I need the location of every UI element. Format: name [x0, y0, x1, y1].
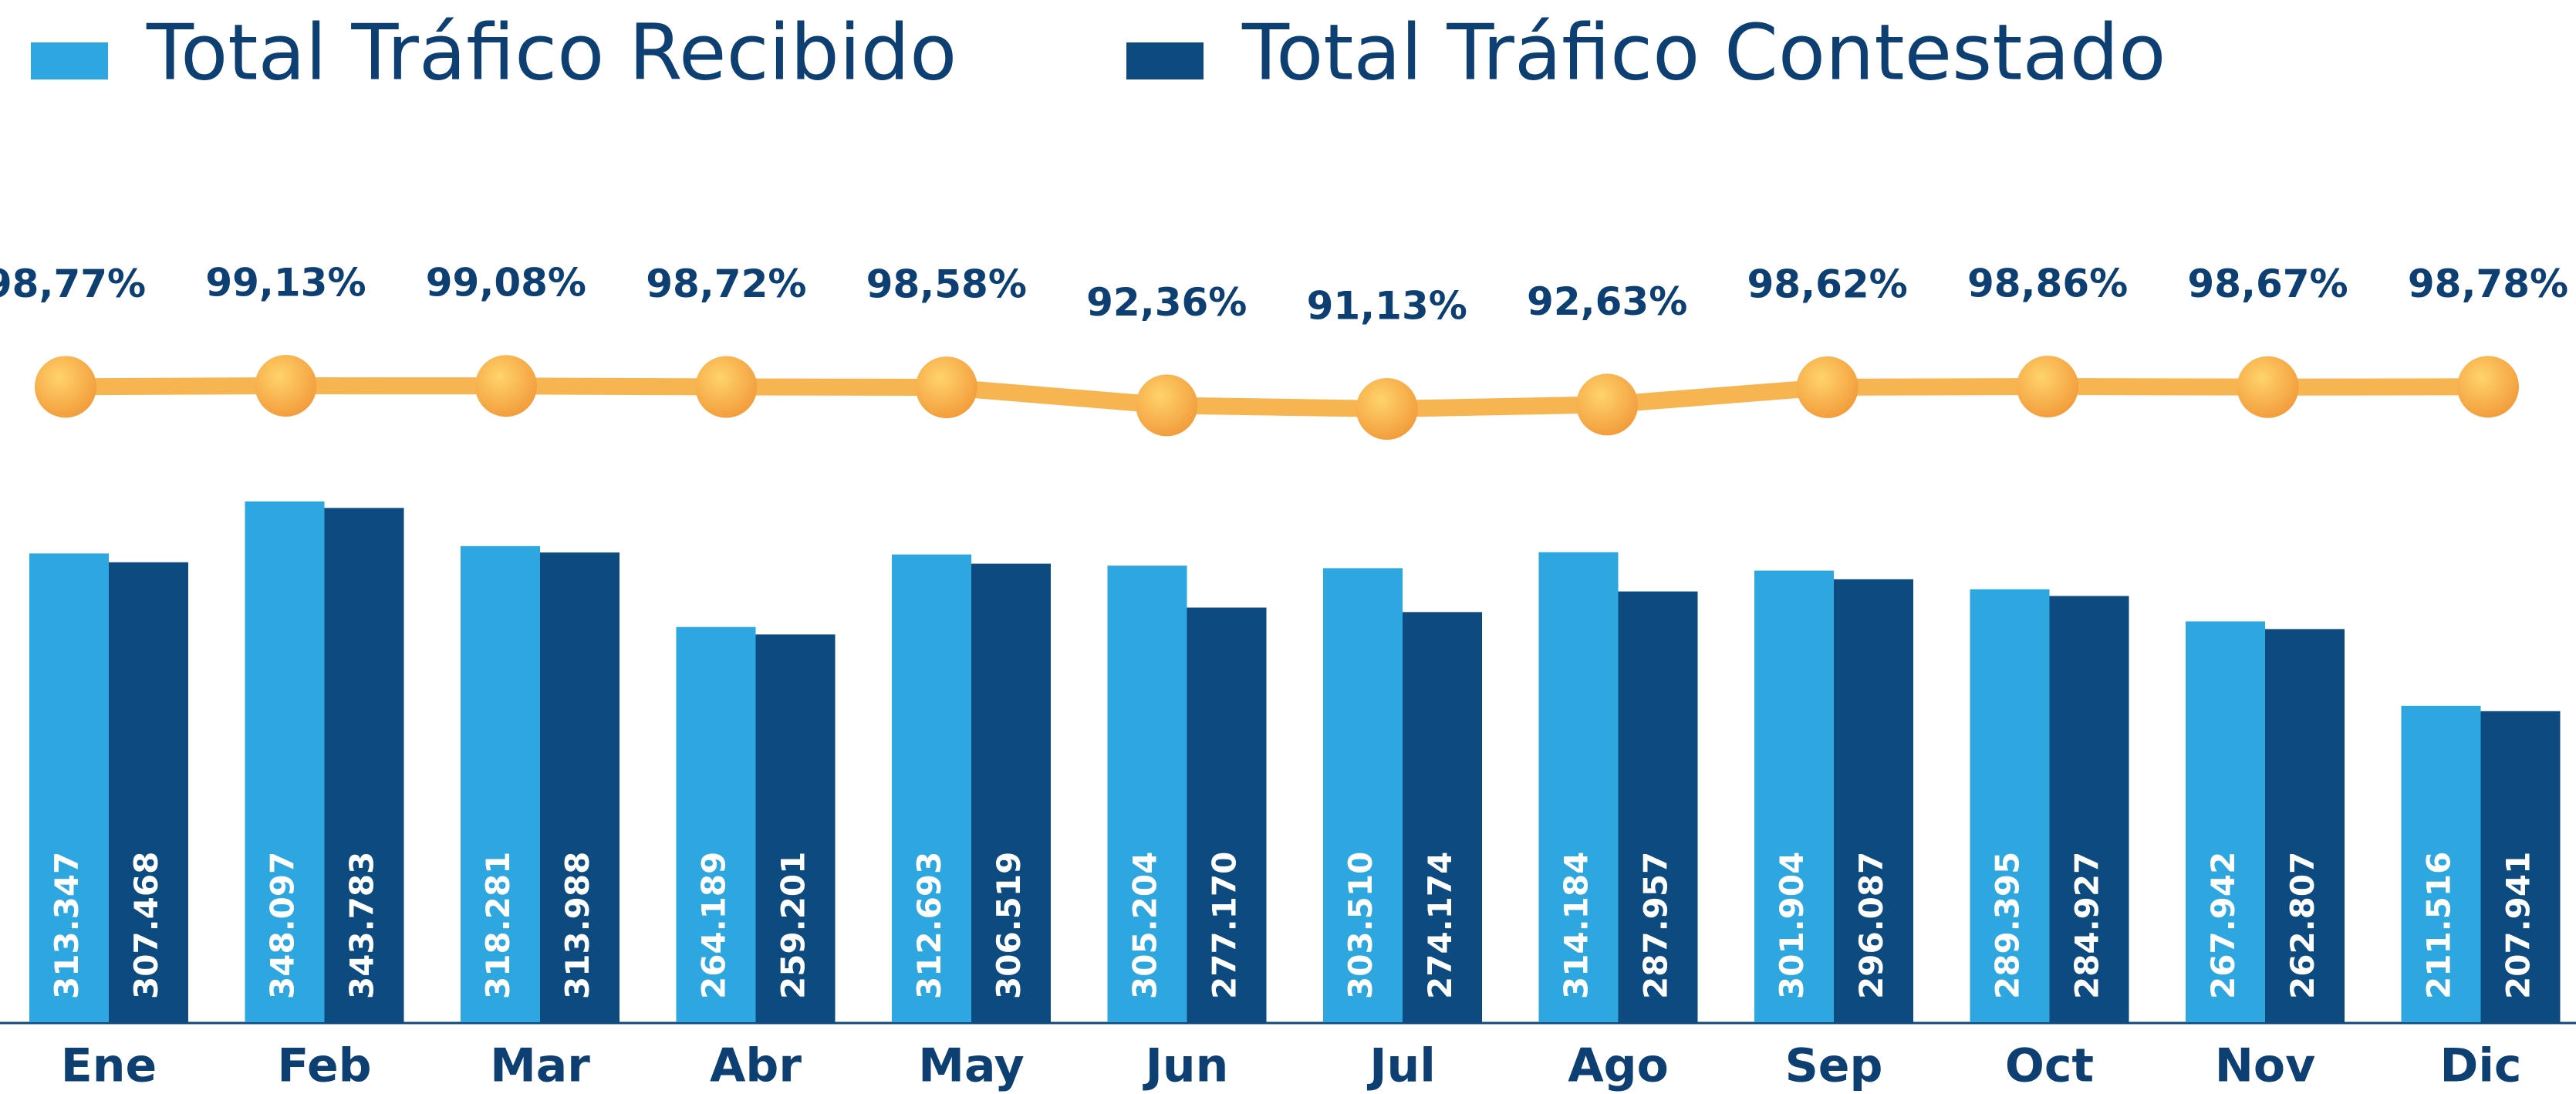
line-marker [915, 356, 977, 419]
bar [971, 563, 1051, 1022]
line-value-label: 98,67% [2187, 262, 2348, 306]
legend-label: Total Tráfico Recibido [146, 7, 957, 97]
x-tick-label: Mar [490, 1039, 590, 1093]
line-marker [35, 356, 96, 418]
line-marker [1136, 374, 1198, 437]
bar [1970, 589, 2050, 1022]
bar [1834, 579, 1913, 1022]
bar-value-label: 301.904 [1773, 852, 1811, 999]
bar-value-label: 284.927 [2068, 852, 2106, 999]
bar [1107, 566, 1187, 1022]
bar [245, 501, 325, 1022]
line-marker [2237, 356, 2299, 418]
bar [540, 552, 620, 1022]
line-marker [695, 356, 758, 418]
bar [29, 553, 109, 1022]
bar-value-label: 307.468 [127, 852, 165, 999]
x-tick-label: Jun [1143, 1039, 1229, 1093]
line [65, 377, 2489, 417]
bar-value-label: 306.519 [990, 852, 1028, 999]
x-tick-label: Jul [1366, 1039, 1436, 1093]
bar-value-label: 277.170 [1206, 852, 1244, 999]
line-value-label: 92,63% [1527, 279, 1687, 324]
line-marker [2457, 356, 2519, 418]
bar [676, 626, 756, 1022]
bar [1618, 591, 1698, 1022]
bar-value-label: 211.516 [2420, 852, 2458, 999]
bar [1187, 607, 1267, 1022]
line-value-label: 99,13% [205, 261, 366, 306]
bar-value-label: 262.807 [2284, 852, 2321, 999]
bar [2480, 711, 2561, 1022]
line-value-label: 92,36% [1086, 280, 1247, 325]
bar-value-label: 289.395 [1989, 852, 2027, 999]
bar [1403, 612, 1482, 1022]
bar-value-label: 259.201 [775, 852, 812, 999]
line-marker [474, 355, 537, 417]
bar-value-label: 287.957 [1637, 852, 1675, 999]
bar-value-label: 303.510 [1342, 852, 1379, 999]
line-marker [255, 355, 317, 417]
line-value-label: 98,86% [1967, 262, 2128, 306]
line-value-label: 98,77% [0, 262, 146, 306]
bar-value-label: 274.174 [1421, 852, 1459, 999]
bar-value-label: 207.941 [2500, 852, 2537, 999]
bar-value-label: 318.281 [479, 852, 517, 999]
bar [2265, 629, 2345, 1022]
x-tick-label: Sep [1785, 1039, 1883, 1093]
x-tick-label: Ene [61, 1039, 157, 1093]
x-tick-label: May [918, 1039, 1024, 1093]
bar [1754, 570, 1834, 1022]
line-marker [1796, 356, 1859, 418]
line-value-label: 98,72% [646, 262, 806, 306]
x-tick-label: Abr [710, 1039, 802, 1093]
line-marker [1576, 373, 1639, 436]
bar-value-label: 312.693 [910, 852, 948, 999]
line-value-label: 98,62% [1747, 262, 1908, 306]
bar-value-label: 313.347 [48, 852, 86, 999]
bar [324, 508, 404, 1022]
line-value-label: 98,58% [866, 262, 1027, 307]
legend-swatch [1126, 42, 1204, 79]
bar [2049, 596, 2129, 1022]
legend-label: Total Tráfico Contestado [1241, 7, 2166, 97]
line-value-label: 98,78% [2408, 262, 2568, 306]
bar [2401, 705, 2481, 1022]
line-value-label: 99,08% [426, 261, 586, 306]
bar-value-label: 314.184 [1558, 852, 1595, 999]
bar-value-label: 305.204 [1126, 852, 1164, 999]
bar [2186, 621, 2265, 1022]
line-marker [1356, 378, 1418, 440]
bar-value-label: 267.942 [2204, 852, 2242, 999]
bar [892, 554, 971, 1022]
bar-value-label: 348.097 [264, 852, 302, 999]
bar [461, 545, 540, 1022]
bar-value-label: 296.087 [1852, 852, 1890, 999]
bar [109, 562, 188, 1022]
bar [1323, 568, 1403, 1022]
x-tick-label: Nov [2215, 1039, 2316, 1093]
bar-value-label: 264.189 [695, 852, 733, 999]
bar-value-label: 313.988 [559, 852, 596, 999]
bar [1538, 552, 1619, 1022]
x-tick-label: Ago [1568, 1039, 1669, 1093]
x-tick-label: Feb [277, 1039, 371, 1093]
bar [755, 634, 836, 1022]
line-marker [2017, 356, 2079, 418]
x-tick-label: Dic [2440, 1039, 2522, 1093]
bar-value-label: 343.783 [343, 852, 381, 999]
x-tick-label: Oct [2005, 1039, 2094, 1093]
legend-swatch [31, 42, 108, 79]
line-value-label: 91,13% [1307, 284, 1467, 329]
